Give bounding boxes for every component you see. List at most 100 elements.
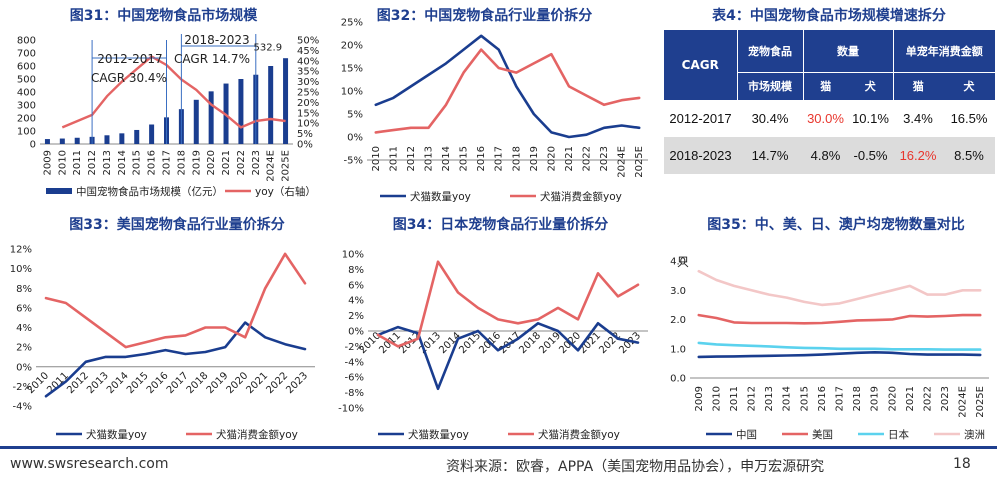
bar-market-size (59, 138, 65, 144)
y-tick-label-right: 15% (297, 108, 319, 119)
x-tick-label: 2012 (65, 370, 91, 396)
x-tick-label: 2023 (284, 370, 310, 396)
table-header-dog: 犬 (848, 71, 893, 100)
x-tick-label: 2011 (45, 370, 71, 396)
data-label-2023: 532.9 (253, 43, 282, 54)
y-tick-label-left: 400 (17, 88, 36, 99)
bar-market-size (134, 129, 140, 144)
x-tick-label: 2014 (782, 386, 793, 411)
y-tick-label: 4% (16, 323, 32, 334)
x-tick-label: 2022 (236, 150, 247, 175)
footer-url[interactable]: www.swsresearch.com (10, 456, 169, 472)
y-tick-label: 2% (16, 343, 32, 354)
x-tick-label: 2021 (221, 150, 232, 175)
x-tick-label: 2018 (176, 150, 187, 175)
x-tick-label: 2015 (459, 146, 470, 171)
x-tick-label: 2022 (922, 386, 933, 411)
series-line-犬猫数量yoy (374, 34, 641, 139)
bar-market-size (283, 58, 289, 145)
x-tick-label: 2023 (599, 146, 610, 171)
table-header-quantity: 数量 (802, 30, 893, 72)
cell-dog: -0.5% (848, 137, 893, 174)
x-tick-label: 2016 (476, 146, 487, 171)
bar-market-size (149, 124, 155, 144)
y-tick-label: -4% (13, 402, 32, 413)
series-line-日本 (697, 341, 982, 351)
y-tick-label: 20% (341, 41, 363, 52)
x-tick-label: 2021 (245, 370, 271, 396)
cell-price-dog: 8.5% (943, 137, 995, 174)
series-line-yoy (61, 55, 286, 129)
x-tick-label: 2020 (206, 150, 217, 175)
x-tick-label: 2009 (42, 150, 53, 175)
y-tick-label: 15% (341, 64, 363, 75)
y-tick-label-left: 100 (17, 127, 36, 138)
series-line-犬猫消费金额yoy (374, 48, 641, 134)
x-tick-label: 2015 (125, 370, 151, 396)
x-tick-label: 2018 (852, 386, 863, 411)
x-tick-label: 2012 (406, 146, 417, 171)
chart32-title: 图32：中国宠物食品行业量价拆分 (376, 8, 593, 24)
x-tick-label: 2011 (72, 150, 83, 175)
chart31-title: 图31：中国宠物食品市场规模 (69, 8, 258, 24)
series-line-中国 (697, 351, 982, 359)
cell-period: 2012-2017 (669, 111, 732, 126)
legend-label: yoy（右轴） (255, 185, 316, 198)
y-tick-label-right: 30% (297, 77, 319, 88)
y-tick-label-left: 700 (17, 49, 36, 60)
x-tick-label: 2020 (887, 386, 898, 411)
x-tick-label: 2013 (102, 150, 113, 175)
y-tick-label-right: 25% (297, 88, 319, 99)
y-tick-label-right: 0% (297, 140, 313, 151)
x-tick-label: 2025E (975, 386, 986, 418)
x-tick-label: 2014 (437, 330, 463, 356)
legend-label: 犬猫数量yoy (408, 428, 469, 441)
series-line-犬猫消费金额yoy (44, 252, 307, 349)
x-tick-label: 2020 (546, 146, 557, 171)
y-tick-label-right: 40% (297, 56, 319, 67)
cell-cat: 30.0% (807, 111, 844, 126)
y-tick-label: 3.0 (670, 286, 686, 297)
x-tick-label: 2018 (517, 330, 543, 356)
x-tick-label: 2011 (729, 386, 740, 411)
table4-cagr-breakdown: CAGR 宠物食品 数量 单宠年消费金额 市场规模 猫 犬 猫 犬 2012-2… (664, 30, 995, 174)
x-tick-label: 2011 (388, 146, 399, 171)
legend-label: 日本 (888, 428, 909, 441)
bar-market-size (74, 137, 80, 144)
y-tick-label: 0% (347, 133, 363, 144)
x-tick-label: 2023 (251, 150, 262, 175)
x-tick-label: 2019 (529, 146, 540, 171)
bar-market-size (268, 66, 274, 144)
x-tick-label: 2010 (25, 370, 51, 396)
y-tick-label: 0% (348, 327, 364, 338)
chart34-title: 图34：日本宠物食品行业量价拆分 (392, 217, 609, 233)
x-tick-label: 2016 (147, 150, 158, 175)
series-line-犬猫数量yoy (44, 321, 307, 398)
bar-market-size (119, 133, 125, 144)
x-tick-label: 2019 (537, 330, 563, 356)
y-tick-label: 10% (342, 250, 364, 261)
y-tick-label: 5% (347, 110, 363, 121)
x-tick-label: 2015 (799, 386, 810, 411)
annotation-period-2: 2018-2023 (184, 33, 249, 47)
y-tick-label: -8% (345, 388, 364, 399)
cell-price-dog: 16.5% (950, 111, 988, 126)
table-header-dog-price: 犬 (943, 71, 995, 100)
x-tick-label: 2014 (105, 370, 131, 396)
table-row: 2018-2023 14.7% 4.8% -0.5% 16.2% 8.5% (664, 137, 995, 174)
x-tick-label: 2014 (117, 150, 128, 175)
y-tick-label: 4.0 (670, 257, 686, 268)
x-tick-label: 2017 (162, 150, 173, 175)
legend-swatch (46, 188, 72, 194)
y-tick-label: -2% (13, 382, 32, 393)
x-tick-label: 2013 (764, 386, 775, 411)
series-line-澳洲 (697, 269, 982, 307)
x-tick-label: 2022 (264, 370, 290, 396)
legend-label: 犬猫数量yoy (86, 428, 147, 441)
y-tick-label: 1.0 (670, 344, 686, 355)
x-tick-label: 2013 (423, 146, 434, 171)
x-tick-label: 2018 (185, 370, 211, 396)
legend-label: 中国 (736, 428, 757, 441)
table-header-food-2: 市场规模 (736, 71, 803, 100)
chart33-title: 图33：美国宠物食品行业量价拆分 (69, 217, 285, 233)
